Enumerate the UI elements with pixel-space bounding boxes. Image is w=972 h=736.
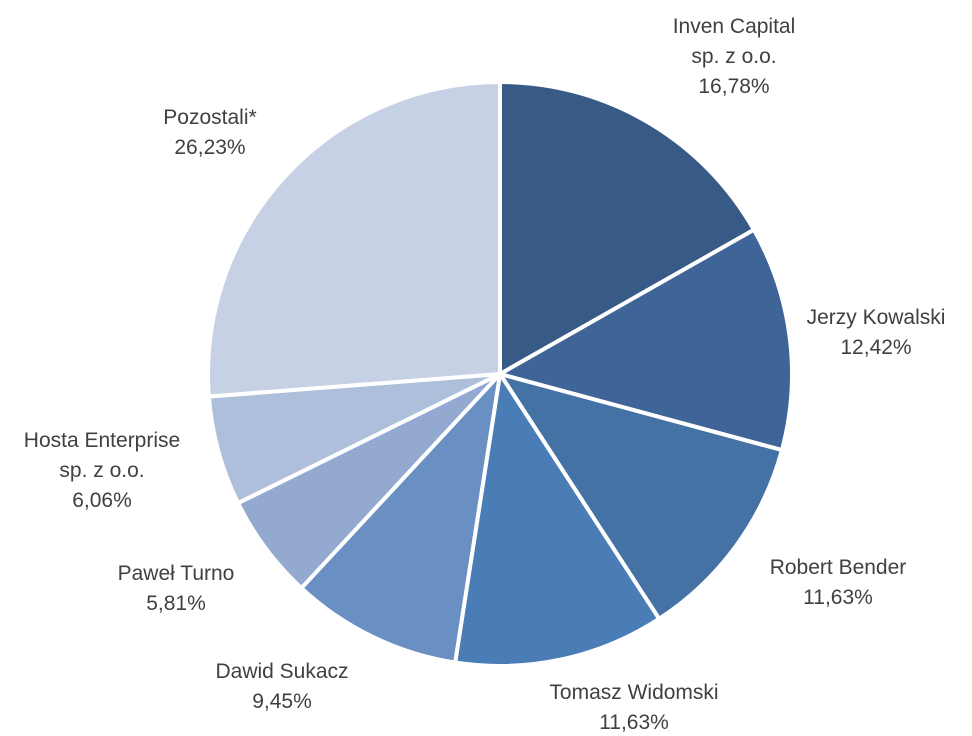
slice-name-label: sp. z o.o. bbox=[59, 459, 144, 482]
slice-name-label: Paweł Turno bbox=[118, 562, 235, 585]
slice-value-label: 6,06% bbox=[72, 489, 132, 512]
slice-label-8: Pozostali* 26,23% bbox=[163, 106, 256, 159]
slice-label-5: Dawid Sukacz 9,45% bbox=[215, 660, 348, 713]
pie-labels: Inven Capital sp. z o.o. 16,78% Jerzy Kowal… bbox=[24, 15, 946, 734]
slice-label-4: Tomasz Widomski 11,63% bbox=[549, 681, 718, 734]
slice-value-label: 9,45% bbox=[252, 690, 312, 713]
slice-label-6: Paweł Turno 5,81% bbox=[118, 562, 235, 615]
pie-slice-3 bbox=[498, 372, 784, 621]
slice-label-3: Robert Bender 11,63% bbox=[770, 556, 907, 609]
pie-slice-8 bbox=[206, 80, 502, 399]
slice-value-label: 12,42% bbox=[840, 336, 911, 359]
slice-name-label: sp. z o.o. bbox=[691, 45, 776, 68]
slice-name-label: Inven Capital bbox=[673, 15, 796, 38]
slice-name-label: Pozostali* bbox=[163, 106, 256, 129]
slice-value-label: 11,63% bbox=[599, 711, 669, 734]
slice-name-label: Dawid Sukacz bbox=[215, 660, 348, 683]
pie-slice-4 bbox=[453, 372, 662, 668]
slice-label-7: Hosta Enterprise sp. z o.o. 6,06% bbox=[24, 429, 180, 512]
pie-slices bbox=[206, 80, 794, 668]
slice-name-label: Tomasz Widomski bbox=[549, 681, 718, 704]
slice-label-2: Jerzy Kowalski 12,42% bbox=[807, 306, 946, 359]
slice-label-1: Inven Capital sp. z o.o. 16,78% bbox=[673, 15, 796, 98]
slice-value-label: 11,63% bbox=[803, 586, 873, 609]
pie-slice-1 bbox=[498, 80, 756, 376]
slice-value-label: 16,78% bbox=[698, 75, 769, 98]
slice-name-label: Robert Bender bbox=[770, 556, 907, 579]
slice-name-label: Jerzy Kowalski bbox=[807, 306, 946, 329]
slice-value-label: 26,23% bbox=[174, 136, 245, 159]
slice-name-label: Hosta Enterprise bbox=[24, 429, 180, 452]
pie-slice-2 bbox=[498, 227, 794, 453]
pie-slice-5 bbox=[299, 372, 502, 665]
slice-value-label: 5,81% bbox=[146, 592, 206, 615]
